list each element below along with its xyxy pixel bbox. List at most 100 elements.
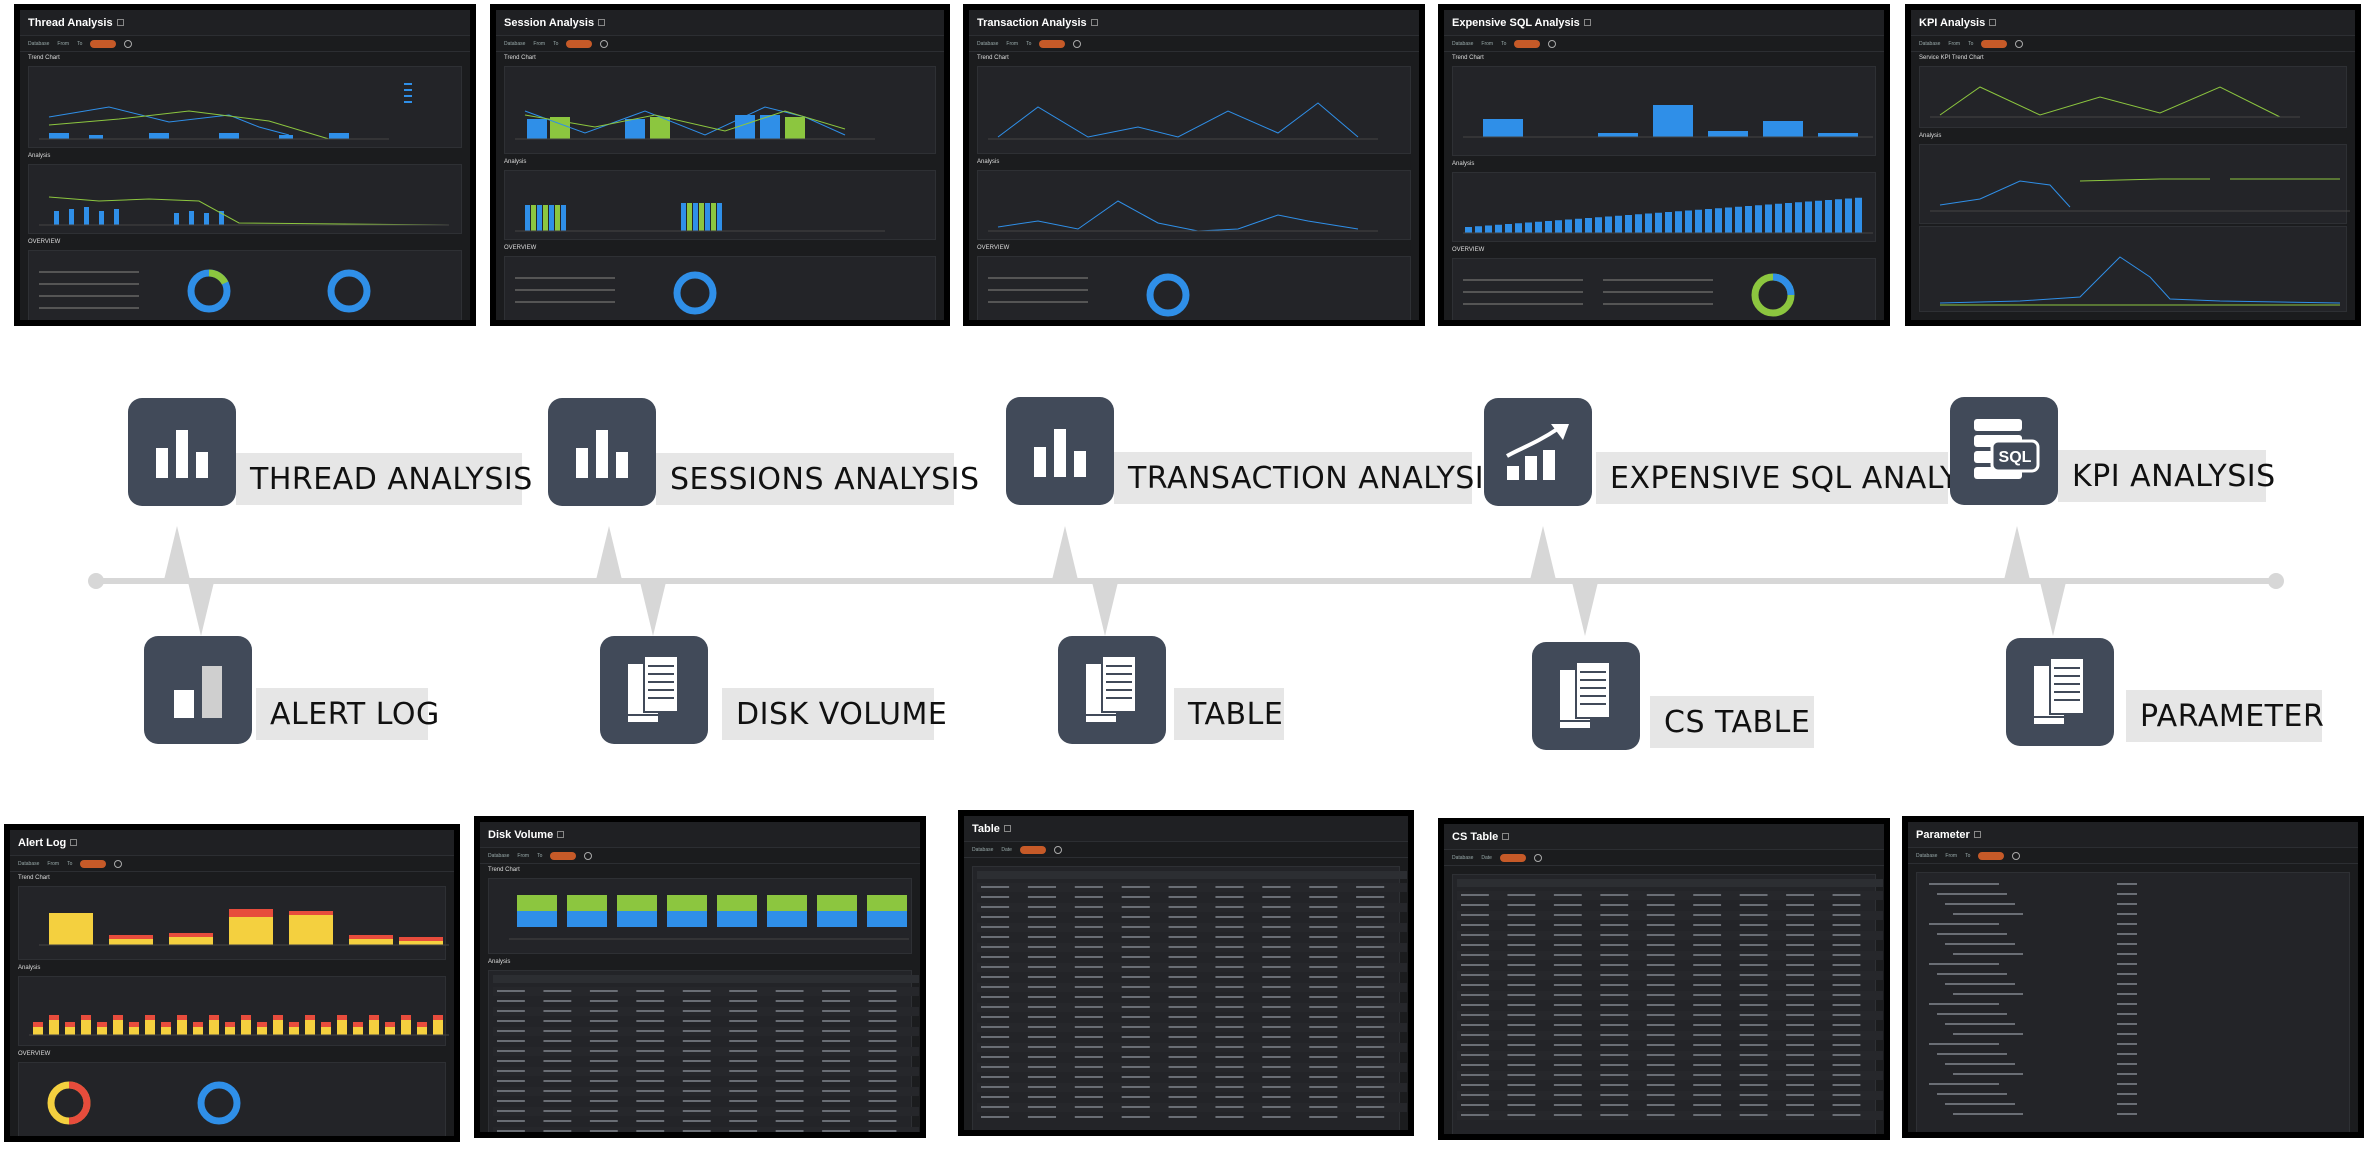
feature-label-alert-log: ALERT LOG [256, 688, 439, 740]
screen-title: KPI Analysis [1919, 16, 1986, 29]
section-label: Analysis [1452, 161, 1475, 167]
overview-panel [18, 1062, 446, 1136]
analysis-chart [18, 976, 449, 1046]
screen-transaction-analysis: Transaction Analysis Database From To Tren… [963, 4, 1425, 326]
timeline-tick-down [2040, 582, 2066, 636]
screen-title: CS Table [1452, 830, 1499, 843]
screen-title: Parameter [1916, 828, 1970, 841]
screen-parameter: Parameter Database From To [1902, 816, 2364, 1138]
screen-table: Table Database Date [958, 810, 1414, 1136]
trend-chart [504, 66, 936, 154]
feature-label-table: TABLE [1174, 688, 1284, 740]
timeline-tick-up [2004, 526, 2030, 580]
bar-chart-icon [1006, 397, 1114, 505]
filter-bar: Database From To [10, 856, 454, 872]
documents-icon [600, 636, 708, 744]
svg-text:SQL: SQL [1999, 449, 2032, 466]
timeline-tick-down [1092, 582, 1118, 636]
documents-icon [1532, 642, 1640, 750]
trend-up-chart-icon [1484, 398, 1592, 506]
timeline-tick-down [1572, 582, 1598, 636]
filter-bar: Database Date [1444, 850, 1884, 866]
screen-expensive-sql-analysis: Expensive SQL Analysis Database From To Tr… [1438, 4, 1890, 326]
screen-cs-table: CS Table Database Date [1438, 818, 1890, 1140]
timeline-tick-up [164, 526, 190, 580]
external-link-icon [1003, 825, 1011, 832]
data-table [1452, 874, 1883, 1134]
section-label: OVERVIEW [18, 1051, 51, 1057]
overview-panel [977, 256, 1411, 320]
external-link-icon [116, 19, 124, 26]
feature-label-transaction-analysis: TRANSACTION ANALYSIS [1114, 452, 1503, 504]
overview-panel [28, 250, 462, 320]
analysis-chart [1919, 144, 2350, 224]
overview-panel [504, 256, 936, 320]
section-label: Analysis [28, 153, 51, 159]
feature-label-kpi-analysis: KPI ANALYSIS [2058, 450, 2275, 502]
data-table [972, 866, 1407, 1130]
section-label: Trend Chart [1452, 55, 1484, 61]
external-link-icon [1502, 833, 1510, 840]
trend-chart [1452, 66, 1876, 156]
trend-chart [18, 886, 449, 960]
feature-label-sessions-analysis: SESSIONS ANALYSIS [656, 453, 979, 505]
feature-label-cs-table: CS TABLE [1650, 696, 1814, 748]
timeline-start-dot [88, 573, 104, 589]
screen-title: Transaction Analysis [977, 16, 1087, 29]
parameter-tree [1916, 872, 2350, 1132]
feature-label-expensive-sql-analysis: EXPENSIVE SQL ANALYSIS [1596, 452, 2007, 504]
section-label: Analysis [504, 159, 527, 165]
service-overview-chart [1919, 226, 2347, 312]
external-link-icon [1090, 19, 1098, 26]
section-label: Analysis [1919, 133, 1942, 139]
section-label: Trend Chart [28, 55, 60, 61]
filter-bar: Database From To [480, 848, 920, 864]
section-label: Trend Chart [488, 867, 520, 873]
documents-icon [2006, 638, 2114, 746]
trend-chart [977, 66, 1411, 154]
two-bar-chart-icon [144, 636, 252, 744]
external-link-icon [1973, 831, 1981, 838]
documents-icon [1058, 636, 1166, 744]
timeline-tick-up [596, 526, 622, 580]
analysis-chart [504, 170, 936, 240]
timeline-tick-up [1052, 526, 1078, 580]
section-label: Analysis [488, 959, 511, 965]
data-table [488, 970, 919, 1132]
analysis-chart [977, 170, 1411, 240]
section-label: Analysis [18, 965, 41, 971]
bar-chart-icon [548, 398, 656, 506]
section-label: OVERVIEW [504, 245, 537, 251]
filter-bar: Database Date [964, 842, 1408, 858]
external-link-icon [1989, 19, 1997, 26]
filter-bar: Database From To [969, 36, 1419, 52]
external-link-icon [557, 831, 565, 838]
overview-panel [1452, 258, 1876, 320]
timeline-end-dot [2268, 573, 2284, 589]
timeline-tick-up [1530, 526, 1556, 580]
section-label: Service KPI Trend Chart [1919, 55, 1984, 61]
analysis-chart [28, 164, 462, 234]
screen-title: Thread Analysis [28, 16, 113, 29]
screen-session-analysis: Session Analysis Database From To Trend Ch… [490, 4, 950, 326]
screen-title: Alert Log [18, 836, 67, 849]
screen-kpi-analysis: KPI Analysis Database From To Service KPI … [1905, 4, 2361, 326]
external-link-icon [1583, 19, 1591, 26]
trend-chart [1919, 66, 2347, 128]
timeline-line [96, 578, 2276, 584]
section-label: OVERVIEW [1452, 247, 1485, 253]
feature-label-thread-analysis: THREAD ANALYSIS [236, 453, 532, 505]
external-link-icon [70, 839, 78, 846]
screen-title: Expensive SQL Analysis [1452, 16, 1580, 29]
sql-database-icon: SQL [1950, 397, 2058, 505]
filter-bar: Database From To [1444, 36, 1884, 52]
screen-disk-volume: Disk Volume Database From To Trend Chart A… [474, 816, 926, 1138]
section-label: OVERVIEW [28, 239, 61, 245]
filter-bar: Database From To [1911, 36, 2355, 52]
section-label: Trend Chart [18, 875, 50, 881]
analysis-chart [1452, 172, 1876, 242]
timeline-tick-down [188, 582, 214, 636]
external-link-icon [598, 19, 606, 26]
trend-chart [28, 66, 462, 148]
